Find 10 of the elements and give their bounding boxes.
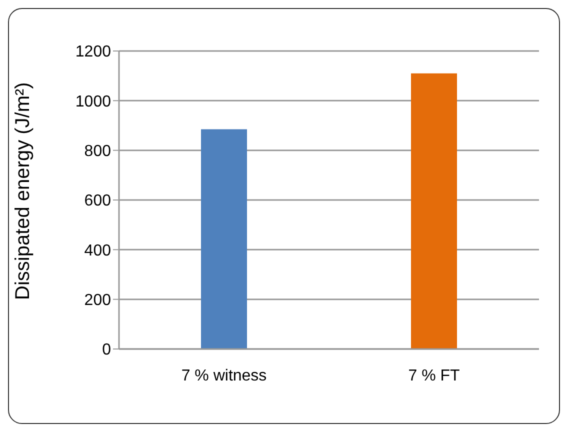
y-tick-label: 600 <box>84 192 112 210</box>
y-axis-title: Dissipated energy (J/m²) <box>12 82 34 300</box>
y-tick-label: 200 <box>84 292 112 310</box>
y-tick-label: 400 <box>84 242 112 260</box>
x-tick-label: 7 % FT <box>408 367 460 384</box>
y-tick-label: 0 <box>102 342 112 359</box>
y-tick-label: 1200 <box>75 44 112 61</box>
x-tick-label: 7 % witness <box>181 367 267 384</box>
y-tick-label: 800 <box>84 143 112 160</box>
y-tick-label: 1000 <box>75 93 112 110</box>
